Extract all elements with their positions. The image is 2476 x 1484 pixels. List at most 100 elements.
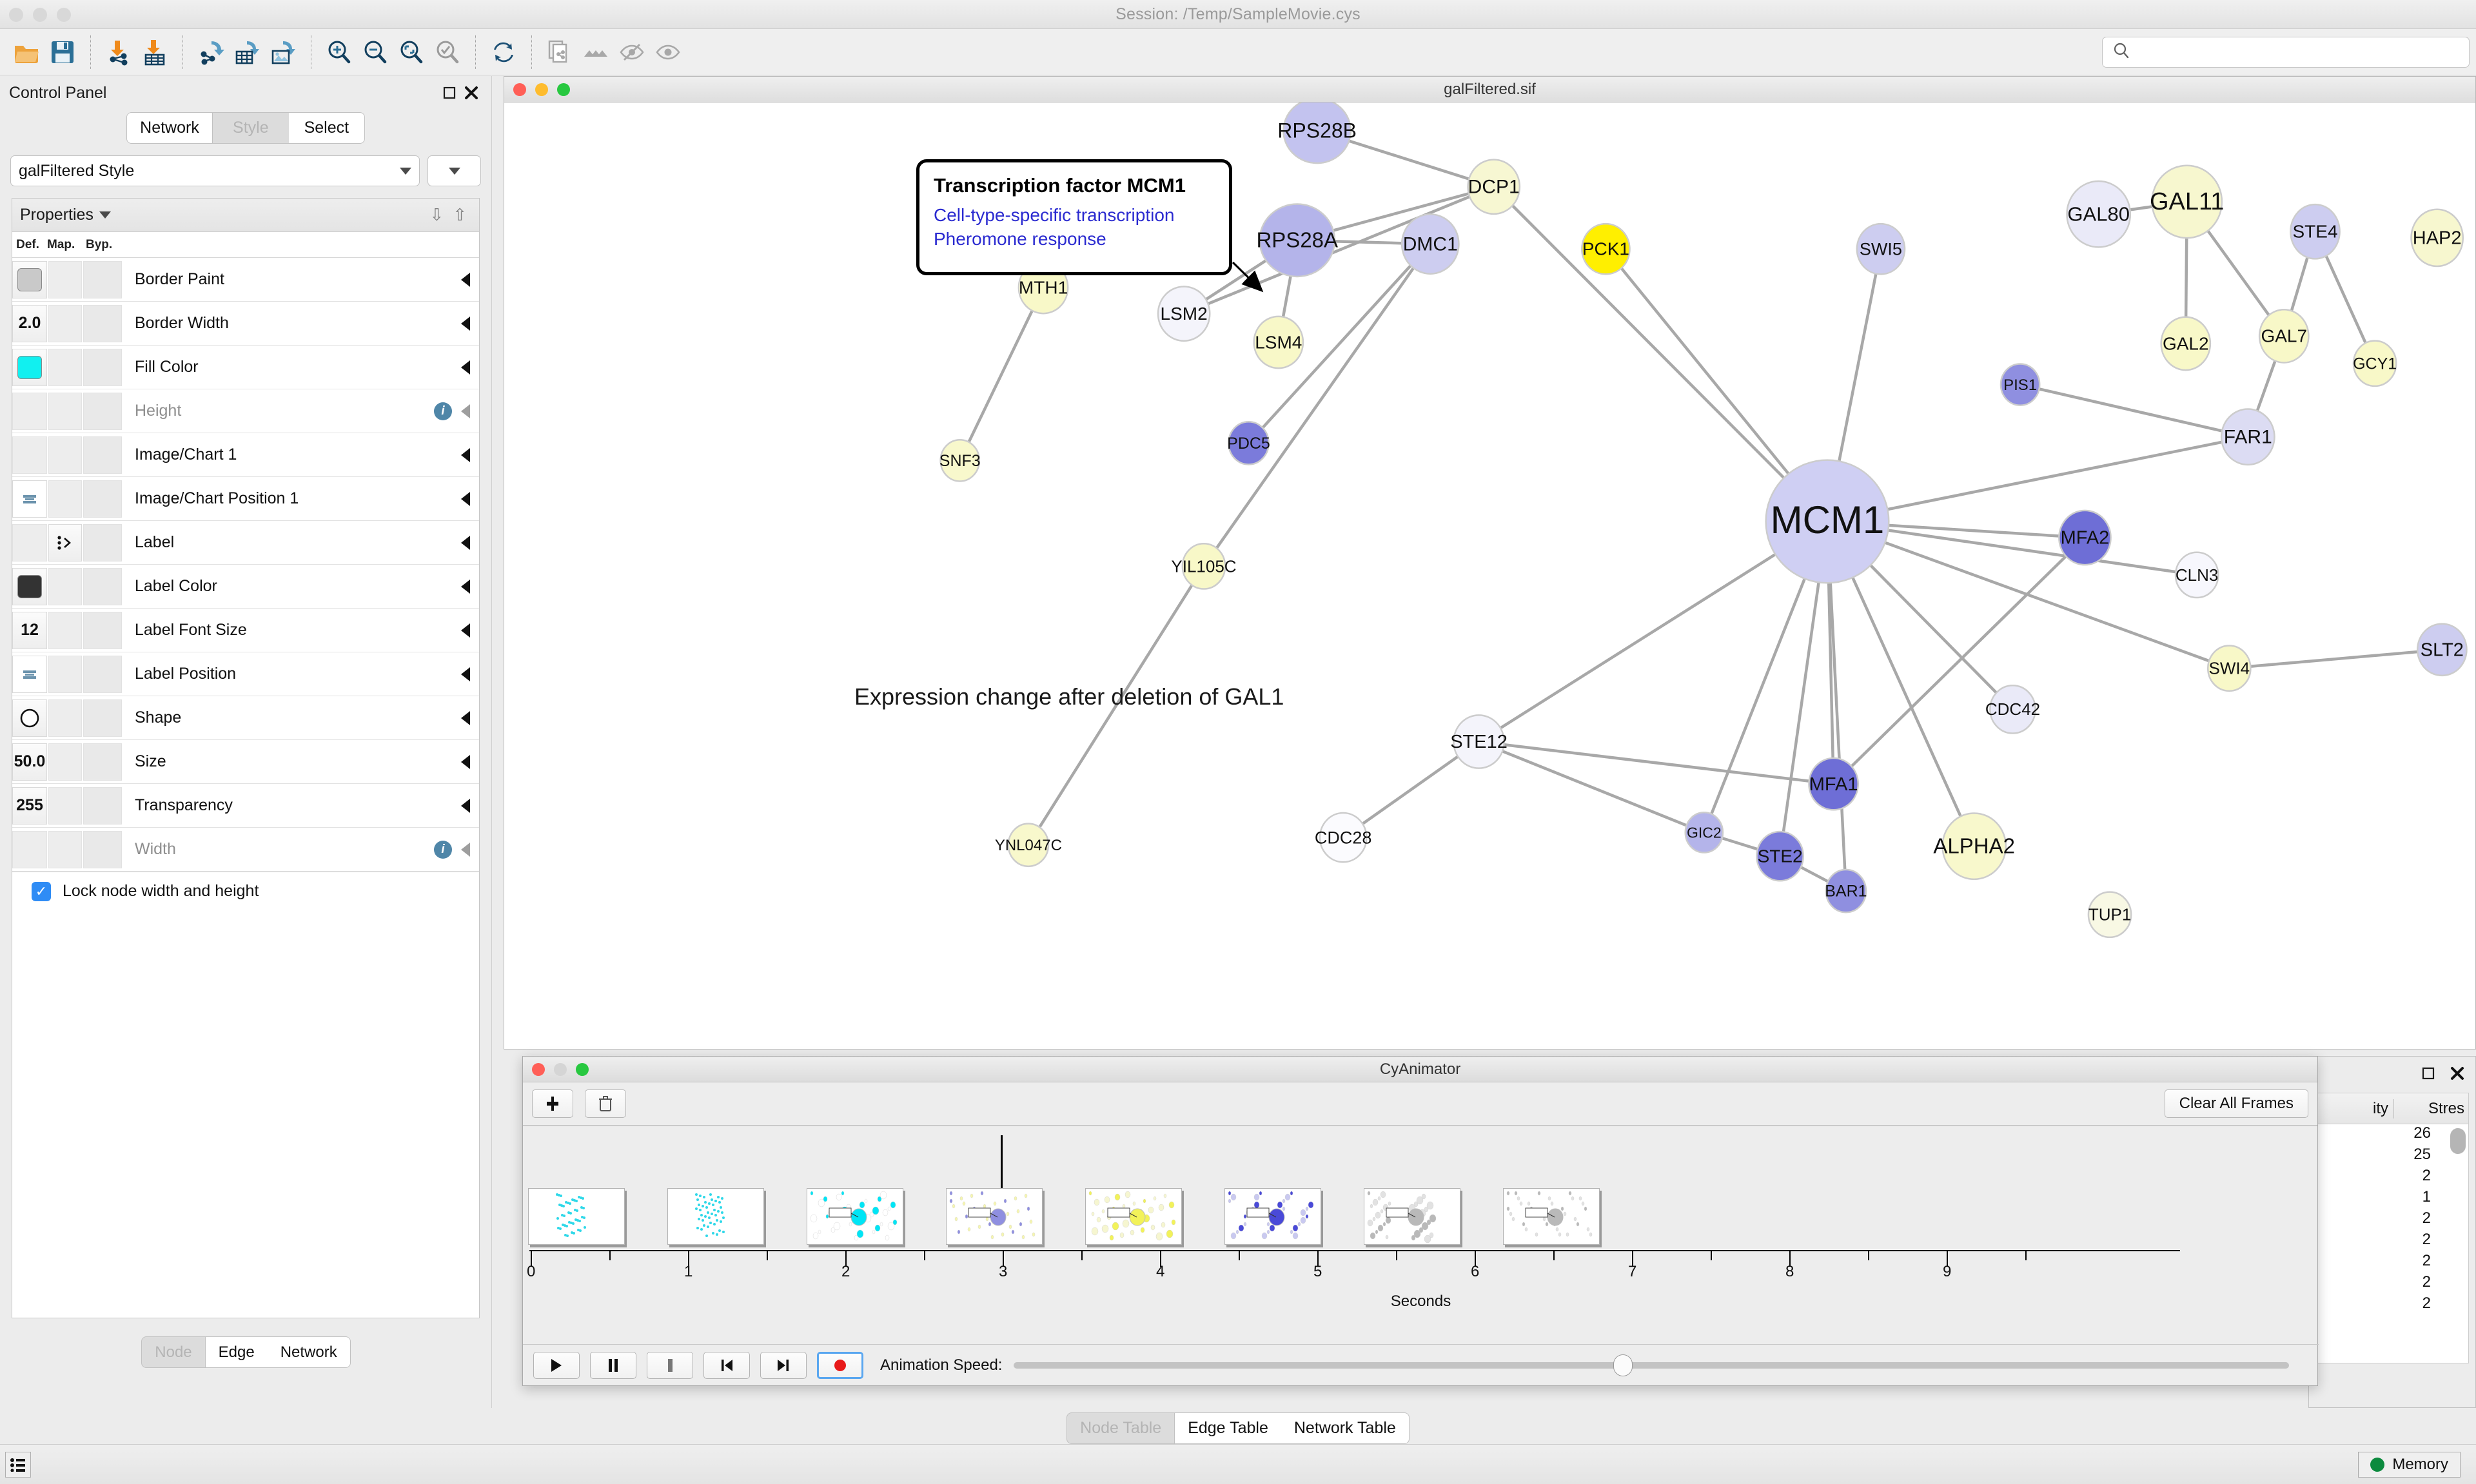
graph-node[interactable]: DCP1 bbox=[1467, 159, 1521, 215]
graph-node[interactable]: BAR1 bbox=[1825, 868, 1867, 913]
table-row[interactable]: 26 bbox=[2413, 1124, 2431, 1142]
node-shape[interactable] bbox=[2160, 316, 2212, 371]
zoom-fit-icon[interactable] bbox=[393, 34, 429, 70]
graph-node[interactable]: RPS28B bbox=[1277, 103, 1357, 164]
node-shape[interactable] bbox=[1007, 823, 1050, 868]
show-all-icon[interactable] bbox=[650, 34, 686, 70]
property-row[interactable]: Image/Chart 1 bbox=[12, 433, 479, 477]
property-mapping-cell[interactable] bbox=[48, 304, 82, 342]
list-icon[interactable] bbox=[5, 1451, 31, 1478]
property-default-cell[interactable] bbox=[12, 260, 47, 298]
style-options-menu-button[interactable] bbox=[427, 155, 481, 186]
timeline-playhead[interactable] bbox=[1001, 1135, 1003, 1238]
table-row[interactable]: 2 bbox=[2422, 1167, 2431, 1184]
save-icon[interactable] bbox=[44, 34, 81, 70]
chevron-down-icon[interactable] bbox=[99, 211, 111, 219]
node-shape[interactable] bbox=[1259, 203, 1336, 278]
property-row[interactable]: Label bbox=[12, 521, 479, 565]
node-shape[interactable] bbox=[1581, 222, 1631, 275]
node-shape[interactable] bbox=[939, 438, 981, 482]
close-network-button[interactable] bbox=[513, 83, 526, 96]
property-mapping-cell[interactable] bbox=[48, 830, 82, 868]
property-row[interactable]: Fill Color bbox=[12, 346, 479, 389]
property-bypass-cell[interactable] bbox=[83, 655, 122, 693]
animation-frame[interactable] bbox=[807, 1188, 903, 1245]
export-network-icon[interactable] bbox=[193, 34, 229, 70]
node-shape[interactable] bbox=[1941, 812, 2007, 881]
node-shape[interactable] bbox=[2416, 623, 2468, 677]
property-row[interactable]: Width i bbox=[12, 828, 479, 872]
graph-node[interactable]: GIC2 bbox=[1684, 812, 1724, 854]
node-shape[interactable] bbox=[1765, 459, 1890, 584]
animation-frame[interactable] bbox=[1364, 1188, 1460, 1245]
table-scrollbar[interactable] bbox=[2450, 1128, 2466, 1322]
property-mapping-cell[interactable] bbox=[48, 743, 82, 781]
property-row[interactable]: Image/Chart Position 1 bbox=[12, 477, 479, 521]
node-shape[interactable] bbox=[1282, 103, 1352, 164]
tab-style[interactable]: Style bbox=[212, 112, 289, 144]
chevron-left-icon[interactable] bbox=[461, 360, 470, 375]
node-shape[interactable] bbox=[1999, 363, 2041, 406]
memory-status-button[interactable]: Memory bbox=[2358, 1451, 2461, 1478]
chevron-left-icon[interactable] bbox=[461, 579, 470, 594]
property-mapping-cell[interactable] bbox=[48, 260, 82, 298]
property-row[interactable]: Label Position bbox=[12, 652, 479, 696]
graph-node[interactable]: FAR1 bbox=[2220, 408, 2275, 466]
node-shape[interactable] bbox=[2151, 164, 2223, 239]
export-table-icon[interactable] bbox=[229, 34, 265, 70]
edge[interactable] bbox=[1247, 243, 1431, 444]
edge[interactable] bbox=[1027, 565, 1205, 846]
property-bypass-cell[interactable] bbox=[83, 304, 122, 342]
new-network-icon[interactable] bbox=[542, 34, 578, 70]
node-shape[interactable] bbox=[2087, 891, 2132, 939]
column-centrality[interactable]: ity bbox=[2373, 1099, 2388, 1117]
graph-node[interactable]: STE12 bbox=[1450, 714, 1508, 769]
cyanimator-timeline[interactable]: 0 1 2 3 4 5 6 7 8 9 Seconds bbox=[523, 1126, 2317, 1311]
tab-network-table[interactable]: Network Table bbox=[1281, 1412, 1410, 1444]
node-shape[interactable] bbox=[1756, 830, 1804, 882]
chevron-left-icon[interactable] bbox=[461, 842, 470, 857]
tab-edge[interactable]: Edge bbox=[205, 1336, 268, 1368]
property-mapping-cell[interactable] bbox=[48, 786, 82, 825]
graph-node[interactable]: STE4 bbox=[2290, 203, 2341, 260]
graph-node[interactable]: CDC28 bbox=[1315, 812, 1372, 863]
zoom-selected-icon[interactable] bbox=[429, 34, 466, 70]
graph-node[interactable]: CDC42 bbox=[1985, 684, 2040, 734]
edge[interactable] bbox=[958, 287, 1045, 462]
chevron-left-icon[interactable] bbox=[461, 754, 470, 769]
graph-node[interactable]: PIS1 bbox=[1999, 363, 2041, 406]
node-shape[interactable] bbox=[2066, 180, 2132, 248]
tab-node[interactable]: Node bbox=[141, 1336, 206, 1368]
edge[interactable] bbox=[1832, 536, 2087, 785]
node-shape[interactable] bbox=[1808, 757, 1859, 811]
property-bypass-cell[interactable] bbox=[83, 392, 122, 430]
property-row[interactable]: Border Paint bbox=[12, 258, 479, 302]
graph-node[interactable]: MFA2 bbox=[2058, 509, 2112, 566]
tab-edge-table[interactable]: Edge Table bbox=[1175, 1412, 1281, 1444]
info-icon[interactable]: i bbox=[434, 840, 452, 859]
property-default-cell[interactable]: 255 bbox=[12, 786, 47, 825]
chevron-left-icon[interactable] bbox=[461, 316, 470, 331]
table-row[interactable]: 2 bbox=[2422, 1209, 2431, 1227]
table-row[interactable]: 25 bbox=[2413, 1146, 2431, 1163]
animation-frame[interactable] bbox=[667, 1188, 764, 1245]
graph-node[interactable]: PDC5 bbox=[1227, 420, 1270, 465]
chevron-left-icon[interactable] bbox=[461, 535, 470, 550]
property-default-cell[interactable] bbox=[12, 655, 47, 693]
restore-icon[interactable] bbox=[438, 82, 460, 104]
chevron-left-icon[interactable] bbox=[461, 404, 470, 418]
property-mapping-cell[interactable] bbox=[48, 392, 82, 430]
lock-node-size-checkbox[interactable]: ✓ bbox=[32, 881, 51, 901]
property-row[interactable]: Shape bbox=[12, 696, 479, 740]
table-scrollbar-thumb[interactable] bbox=[2450, 1128, 2466, 1154]
animation-speed-slider[interactable] bbox=[1014, 1354, 2289, 1376]
edge[interactable] bbox=[1203, 243, 1432, 567]
graph-node[interactable]: CLN3 bbox=[2174, 551, 2219, 599]
maximize-window-button[interactable] bbox=[57, 8, 71, 22]
tab-network[interactable]: Network bbox=[126, 112, 213, 144]
property-mapping-cell[interactable] bbox=[48, 523, 82, 561]
table-row[interactable]: 2 bbox=[2422, 1231, 2431, 1248]
graph-node[interactable]: HAP2 bbox=[2410, 208, 2464, 268]
node-shape[interactable] bbox=[1467, 159, 1521, 215]
graph-node[interactable]: RPS28A bbox=[1256, 203, 1338, 278]
